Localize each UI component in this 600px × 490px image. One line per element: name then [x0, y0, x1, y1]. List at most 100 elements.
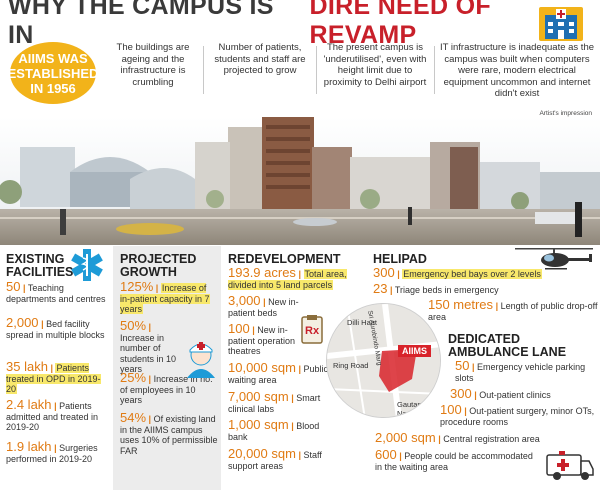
stat-text: Increase in no. of employees in 10 years — [120, 374, 213, 405]
divider — [203, 46, 204, 94]
list-item: 125% | Increase of in-patient capacity i… — [120, 279, 210, 314]
stat-text: Increase in number of students in 10 yea… — [120, 332, 177, 375]
fact-ageing: The buildings are ageing and the infrast… — [116, 42, 190, 88]
stat-text: Smart clinical labs — [228, 393, 321, 414]
redevelopment-heading: REDEVELOPMENT — [228, 252, 341, 266]
ambulance-icon — [546, 451, 594, 480]
stat-number: 54% — [120, 410, 147, 425]
title-part-1: WHY THE CAMPUS IS IN — [8, 0, 274, 49]
map-label: Ring Road — [333, 361, 369, 370]
list-item: 35 lakh | Patients treated in OPD in 201… — [6, 359, 101, 394]
stat-number: 300 — [450, 386, 472, 401]
projected-growth-heading: PROJECTED GROWTH — [120, 252, 197, 279]
fact-growth: Number of patients, students and staff a… — [214, 42, 306, 76]
fact-underutilised: The present campus is 'underutilised', e… — [323, 42, 427, 88]
clipboard-icon: Rx — [301, 315, 323, 344]
list-item: 193.9 acres | Total area, divided into 5… — [228, 265, 347, 290]
list-item: 50 | Emergency vehicle parking slots — [455, 358, 586, 383]
list-item: 600 | People could be accommodated in th… — [375, 447, 533, 472]
helicopter-icon — [515, 248, 593, 270]
stat-text: Emergency bed bays over 2 levels — [402, 269, 542, 279]
fact-it-infrastructure: IT infrastructure is inadequate as the c… — [439, 42, 595, 99]
stat-number: 150 metres — [428, 297, 494, 312]
stat-number: 10,000 sqm — [228, 360, 296, 375]
stat-text: Emergency vehicle parking slots — [455, 362, 586, 383]
list-item: 50% | Increase in number of students in … — [120, 318, 177, 375]
stat-text: Teaching departments and centres — [6, 283, 106, 304]
list-item: 1,000 sqm | Blood bank — [228, 417, 320, 442]
stat-text: Bed facility spread in multiple blocks — [6, 319, 105, 340]
list-item: 300 | Emergency bed bays over 2 levels — [373, 265, 542, 280]
stat-text: Blood bank — [228, 421, 320, 442]
stat-number: 25% — [120, 370, 147, 385]
stat-text: Triage beds in emergency — [394, 285, 499, 295]
stat-number: 2.4 lakh — [6, 397, 52, 412]
svg-text:Rx: Rx — [305, 325, 320, 337]
list-item: 100 | New in-patient operation theatres — [228, 321, 296, 356]
aiims-map-marker: AIIMS — [398, 345, 432, 357]
stat-text: Of existing land in the AIIMS campus use… — [120, 414, 218, 456]
stat-text: Length of public drop-off area — [428, 301, 598, 322]
stat-text: Out-patient clinics — [479, 390, 551, 400]
list-item: 54% | Of existing land in the AIIMS camp… — [120, 410, 218, 456]
list-item: 100 | Out-patient surgery, minor OTs, pr… — [440, 402, 595, 427]
stat-text: New in-patient beds — [228, 297, 299, 318]
stat-text: New in-patient operation theatres — [228, 325, 296, 356]
stat-number: 35 lakh — [6, 359, 48, 374]
list-item: 2,000 sqm | Central registration area — [375, 430, 540, 445]
stat-number: 50% — [120, 318, 147, 333]
stat-text: Central registration area — [443, 434, 540, 444]
campus-illustration — [0, 117, 600, 245]
list-item: 1.9 lakh | Surgeries performed in 2019-2… — [6, 439, 98, 464]
stat-text: Staff support areas — [228, 450, 322, 471]
stat-text: Public waiting area — [228, 364, 329, 385]
stat-number: 23 — [373, 281, 388, 296]
stat-number: 7,000 sqm — [228, 389, 289, 404]
stat-number: 300 — [373, 265, 395, 280]
stat-text: Surgeries performed in 2019-20 — [6, 443, 98, 464]
stat-number: 50 — [6, 279, 21, 294]
list-item: 150 metres | Length of public drop-off a… — [428, 297, 598, 322]
list-item: 300 | Out-patient clinics — [450, 386, 551, 401]
map-label: Dilli Haat — [347, 318, 378, 327]
list-item: 20,000 sqm | Staff support areas — [228, 446, 322, 471]
divider — [434, 46, 435, 94]
ambulance-lane-heading: DEDICATED AMBULANCE LANE — [448, 332, 567, 359]
list-item: 10,000 sqm | Public waiting area — [228, 360, 329, 385]
title-part-2: DIRE NEED OF REVAMP — [309, 0, 491, 49]
list-item: 50 | Teaching departments and centres — [6, 279, 106, 304]
location-map: Dilli Haat Ring Road Sri Aurobindo Marg … — [326, 303, 441, 418]
stat-number: 193.9 acres — [228, 265, 296, 280]
stat-number: 3,000 — [228, 293, 261, 308]
list-item: 2.4 lakh | Patients admitted and treated… — [6, 397, 99, 432]
stat-number: 2,000 — [6, 315, 39, 330]
list-item: 25% | Increase in no. of employees in 10… — [120, 370, 213, 405]
stat-text: People could be accommodated in the wait… — [375, 451, 533, 472]
divider — [316, 46, 317, 94]
list-item: 7,000 sqm | Smart clinical labs — [228, 389, 321, 414]
stat-number: 100 — [440, 402, 462, 417]
medical-star-icon — [71, 249, 103, 281]
page-title: WHY THE CAMPUS IS IN DIRE NEED OF REVAMP — [8, 0, 600, 49]
helipad-heading: HELIPAD — [373, 252, 427, 266]
stat-text: Out-patient surgery, minor OTs, procedur… — [440, 406, 595, 427]
stat-number: 20,000 sqm — [228, 446, 296, 461]
stat-number: 50 — [455, 358, 470, 373]
stat-number: 600 — [375, 447, 397, 462]
stat-text: Patients admitted and treated in 2019-20 — [6, 401, 99, 432]
list-item: 23 | Triage beds in emergency — [373, 281, 499, 296]
existing-facilities-heading: EXISTING FACILITIES — [6, 252, 74, 279]
stat-number: 100 — [228, 321, 250, 336]
stat-number: 2,000 sqm — [375, 430, 436, 445]
established-badge: AIIMS WAS ESTABLISHED IN 1956 — [8, 42, 98, 104]
nurse-icon — [187, 342, 215, 378]
list-item: 2,000 | Bed facility spread in multiple … — [6, 315, 105, 340]
hospital-building-icon — [539, 7, 583, 41]
stat-number: 1.9 lakh — [6, 439, 52, 454]
artist-impression-note: Artist's impression — [539, 110, 592, 117]
stat-number: 1,000 sqm — [228, 417, 289, 432]
map-label: Gautam Nagar — [397, 400, 424, 418]
stat-number: 125% — [120, 279, 154, 294]
list-item: 3,000 | New in-patient beds — [228, 293, 299, 318]
